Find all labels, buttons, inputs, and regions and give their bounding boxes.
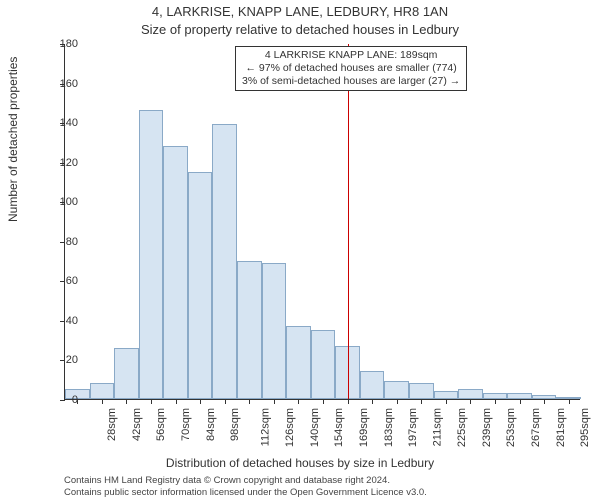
x-tick-label: 84sqm (205, 408, 217, 441)
plot-area: 28sqm42sqm56sqm70sqm84sqm98sqm112sqm126s… (64, 44, 580, 400)
x-tick-label: 211sqm (431, 408, 443, 446)
x-tick-label: 253sqm (506, 408, 518, 447)
x-tick-label: 239sqm (481, 408, 493, 447)
histogram-bar (262, 263, 287, 399)
y-tick-label: 140 (48, 117, 78, 129)
y-tick-label: 100 (48, 196, 78, 208)
x-tick-label: 56sqm (155, 408, 167, 441)
histogram-bar (90, 383, 115, 399)
histogram-bar (212, 124, 237, 399)
y-tick-label: 160 (48, 78, 78, 90)
x-tick-label: 70sqm (180, 408, 192, 441)
y-tick-label: 80 (48, 236, 78, 248)
chart-container: 4, LARKRISE, KNAPP LANE, LEDBURY, HR8 1A… (0, 0, 600, 500)
y-tick-label: 40 (48, 315, 78, 327)
histogram-bar (114, 348, 139, 399)
x-tick-label: 112sqm (259, 408, 271, 446)
y-tick-label: 0 (48, 394, 78, 406)
x-tick-label: 126sqm (284, 408, 296, 447)
copyright-line-2: Contains public sector information licen… (64, 487, 427, 498)
y-axis-label: Number of detached properties (6, 57, 20, 222)
y-tick-label: 120 (48, 157, 78, 169)
x-tick-label: 140sqm (309, 408, 321, 447)
page-title: 4, LARKRISE, KNAPP LANE, LEDBURY, HR8 1A… (0, 4, 600, 19)
x-tick-label: 295sqm (579, 408, 591, 447)
histogram-bar (139, 110, 164, 399)
histogram-bar (237, 261, 262, 399)
histogram-bar (434, 391, 459, 399)
reference-line (348, 44, 349, 399)
y-tick-label: 60 (48, 275, 78, 287)
histogram-bar (188, 172, 213, 399)
x-tick-label: 154sqm (334, 408, 346, 447)
copyright-notice: Contains HM Land Registry data © Crown c… (64, 475, 427, 498)
annotation-box: 4 LARKRISE KNAPP LANE: 189sqm← 97% of de… (235, 46, 467, 91)
histogram-bar (163, 146, 188, 399)
annotation-line-2: ← 97% of detached houses are smaller (77… (242, 62, 460, 75)
x-tick-label: 183sqm (383, 408, 395, 447)
x-tick-label: 169sqm (358, 408, 370, 447)
x-tick-label: 281sqm (555, 408, 567, 447)
y-tick-label: 20 (48, 354, 78, 366)
x-tick-label: 267sqm (530, 408, 542, 447)
histogram-bar (286, 326, 311, 399)
x-axis-label: Distribution of detached houses by size … (0, 456, 600, 470)
x-tick-label: 42sqm (131, 408, 143, 441)
histogram-bar (384, 381, 409, 399)
y-tick-label: 180 (48, 38, 78, 50)
histogram-bar (360, 371, 385, 399)
x-tick-label: 197sqm (407, 408, 419, 447)
chart-subtitle: Size of property relative to detached ho… (0, 22, 600, 37)
histogram-bar (458, 389, 483, 399)
histogram-bar (311, 330, 336, 399)
x-tick-label: 225sqm (456, 408, 468, 447)
x-tick-label: 28sqm (106, 408, 118, 441)
x-tick-label: 98sqm (229, 408, 241, 441)
annotation-line-1: 4 LARKRISE KNAPP LANE: 189sqm (242, 49, 460, 62)
copyright-line-1: Contains HM Land Registry data © Crown c… (64, 475, 427, 486)
annotation-line-3: 3% of semi-detached houses are larger (2… (242, 75, 460, 88)
histogram-bar (409, 383, 434, 399)
